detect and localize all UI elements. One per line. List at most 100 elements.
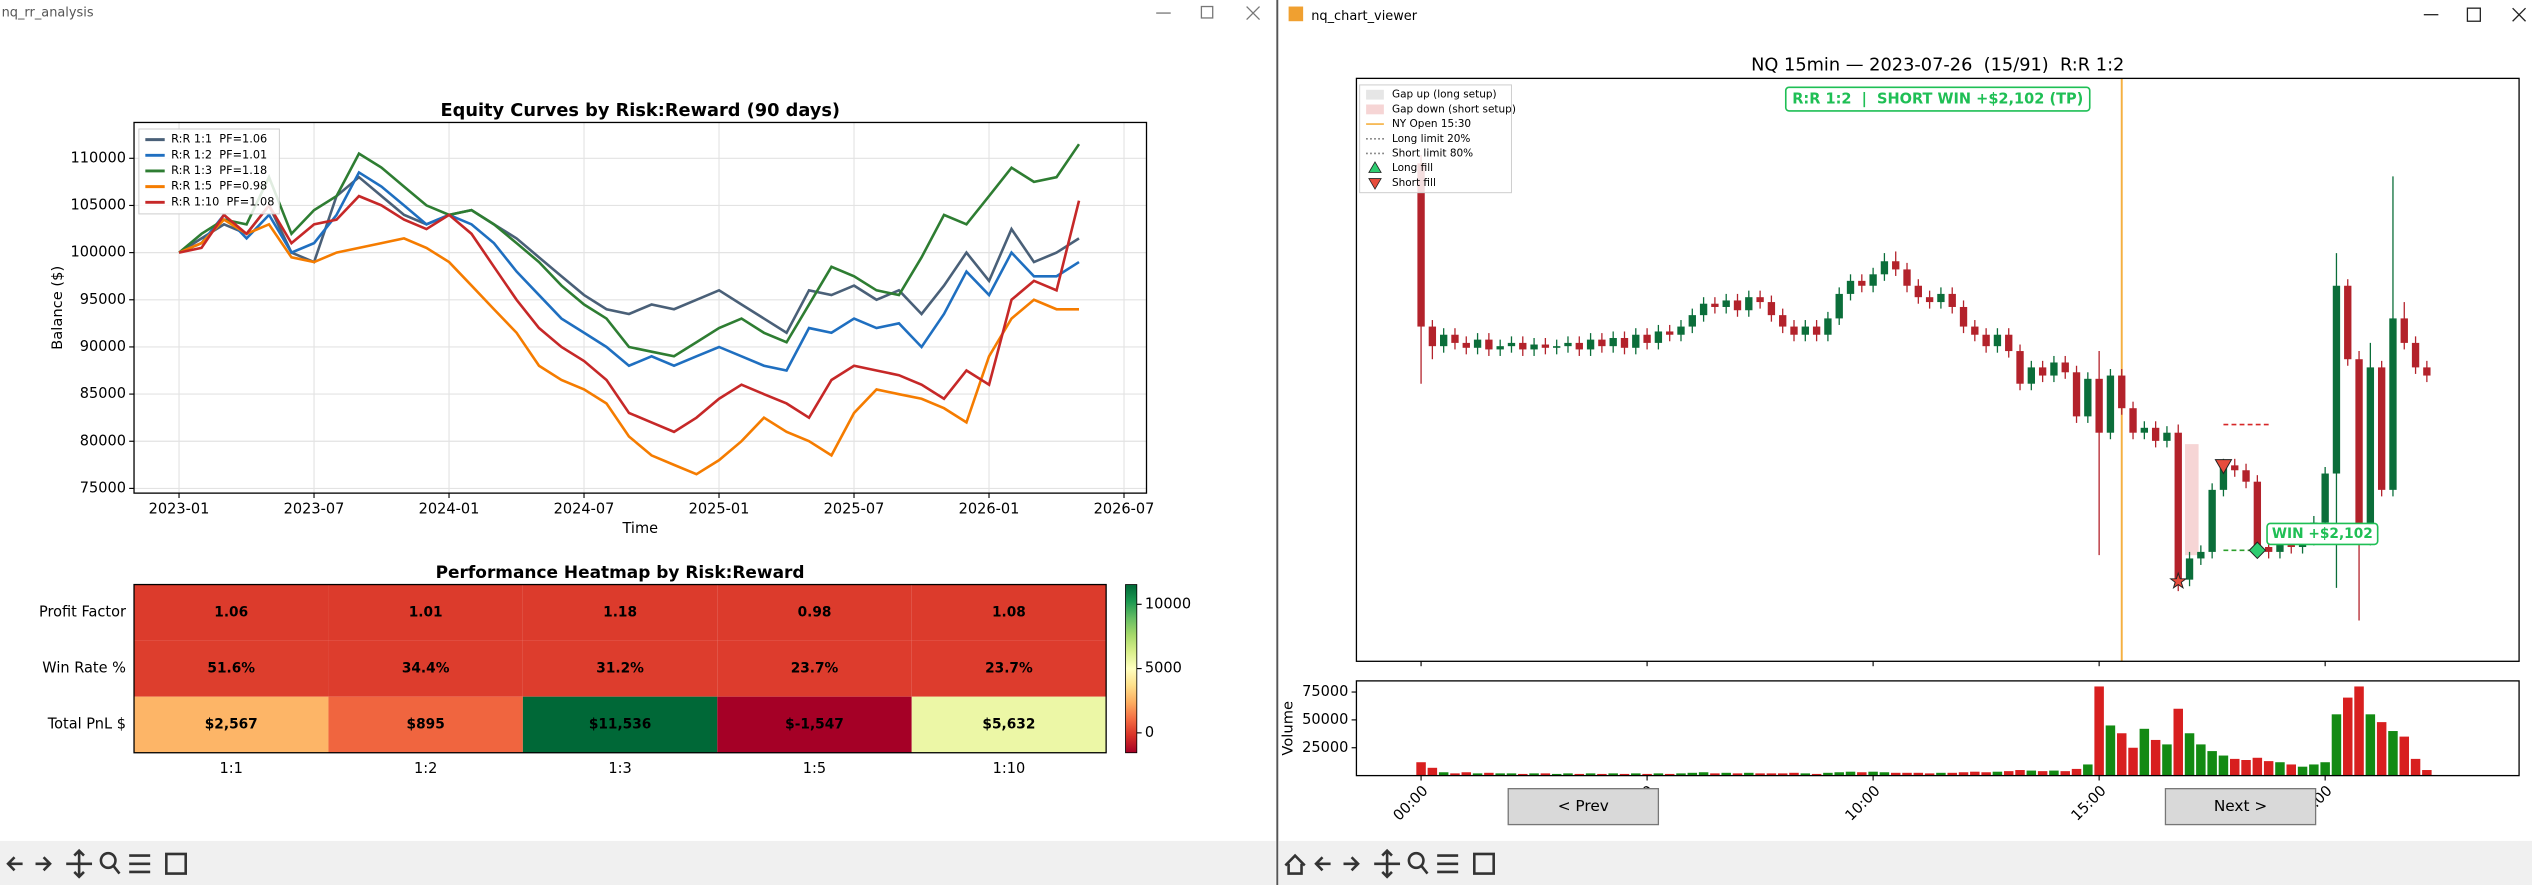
volume-bar [2331, 714, 2342, 776]
volume-bar [1574, 773, 1585, 776]
button-label: < Prev [1558, 797, 1609, 815]
legend-label: R:R 1:10 PF=1.08 [171, 194, 274, 208]
x-tick-label: 2023-07 [284, 500, 345, 517]
plot-frame [1355, 77, 2520, 662]
cell-label: 0.98 [798, 605, 832, 621]
volume-bar [2184, 733, 2195, 776]
candle-body [1417, 163, 1425, 327]
column-label: 1:3 [608, 760, 631, 777]
cell-label: $11,536 [589, 717, 651, 733]
window-controls[interactable] [2423, 7, 2526, 22]
candle-body [2106, 375, 2115, 433]
x-tick-label: 2026-07 [1094, 500, 1155, 517]
colorbar-tick-label: 10000 [1145, 595, 1191, 612]
y-tick-label: 75000 [80, 479, 126, 496]
x-axis-label: Time [621, 520, 658, 537]
y-axis-label: Balance ($) [49, 266, 66, 350]
candle-body [1553, 346, 1561, 348]
candle-body [1507, 342, 1516, 347]
window-title: nq_rr_analysis [2, 6, 94, 21]
volume-bar [1890, 772, 1901, 776]
heatmap-cell [328, 696, 523, 753]
volume-bar [2297, 766, 2308, 776]
heatmap-cell [328, 640, 523, 697]
volume-bar [2309, 764, 2319, 776]
candle-body [1869, 274, 1877, 286]
volume-bar [2399, 736, 2410, 776]
candle-body [1745, 297, 1753, 311]
volume-bar [2286, 764, 2296, 776]
candle-body [2050, 362, 2058, 376]
candle-body [1632, 334, 1640, 348]
volume-bar [1495, 773, 1505, 776]
volume-bar [2139, 728, 2150, 776]
equity-line [178, 143, 1081, 358]
chart-title: NQ 15min — 2023-07-26 (15/91) R:R 1:2 [1751, 54, 2124, 75]
candle-body [1959, 306, 1968, 327]
y-tick-label: 75000 [1302, 683, 1348, 700]
colorbar-tick-label: 5000 [1145, 660, 1182, 677]
volume-bar [2162, 744, 2172, 776]
y-tick-label: 80000 [80, 432, 126, 449]
candle-body [2129, 408, 2137, 433]
candle-body [2332, 285, 2341, 474]
trade-marker [2248, 541, 2267, 560]
cell-label: 34.4% [402, 661, 450, 677]
heatmap-cell [911, 584, 1107, 641]
candle-body [2072, 372, 2081, 417]
volume-bar [1540, 773, 1551, 776]
toolbar [1278, 840, 2532, 885]
volume-bar [1450, 773, 1460, 776]
candle-body [1812, 326, 1821, 335]
toolbar-icons[interactable] [1284, 848, 1495, 879]
legend-swatch [1368, 161, 1382, 173]
y-tick-label: 100000 [70, 244, 125, 261]
nav-button[interactable]: < Prev [1507, 788, 1660, 826]
volume-bar [1902, 772, 1912, 776]
row-label: Profit Factor [39, 604, 126, 621]
column-label: 1:5 [803, 760, 826, 777]
candle-body [1880, 261, 1889, 275]
volume-bar [2037, 771, 2048, 776]
candle-body [1519, 342, 1527, 350]
candle-body [1485, 339, 1493, 350]
candle-body [2411, 342, 2420, 368]
candle-body [1948, 293, 1956, 307]
candle-body [1496, 346, 1504, 350]
legend-label: Short limit 80% [1392, 147, 1473, 159]
volume-bar [2410, 758, 2421, 776]
volume-bar [1585, 773, 1596, 776]
toolbar [0, 840, 1276, 885]
cell-label: 1.18 [603, 605, 637, 621]
candle-body [1677, 326, 1685, 335]
candle-body [2321, 473, 2329, 523]
candle-body [1451, 334, 1459, 343]
toolbar-icons[interactable] [6, 848, 187, 879]
candle-body [1439, 334, 1448, 347]
equity-line [178, 217, 1080, 476]
candle-body [2197, 551, 2205, 559]
window-controls[interactable] [1156, 5, 1260, 21]
candle-body [2242, 470, 2250, 482]
candle-body [1666, 331, 1674, 335]
candle-body [1733, 300, 1742, 311]
volume-bar [1653, 773, 1664, 776]
volume-bar [1619, 773, 1630, 776]
heatmap-cell [522, 640, 718, 697]
legend-label: Gap up (long setup) [1392, 89, 1497, 101]
volume-area [1356, 680, 2520, 776]
trade-marker [2214, 459, 2233, 475]
candle-body [2377, 367, 2386, 490]
nav-button[interactable]: Next > [2164, 788, 2317, 826]
volume-bar [1924, 773, 1935, 776]
cell-label: 1.01 [409, 605, 443, 621]
volume-bar [1416, 762, 1426, 776]
legend-label: R:R 1:3 PF=1.18 [171, 163, 267, 177]
volume-bar [1721, 772, 1731, 776]
candle-body [1779, 315, 1787, 327]
column-label: 1:2 [414, 760, 437, 777]
volume-bar [1811, 773, 1822, 776]
candle-body [1586, 339, 1595, 350]
candle-body [2005, 334, 2013, 352]
legend-label: Gap down (short setup) [1392, 103, 1516, 115]
